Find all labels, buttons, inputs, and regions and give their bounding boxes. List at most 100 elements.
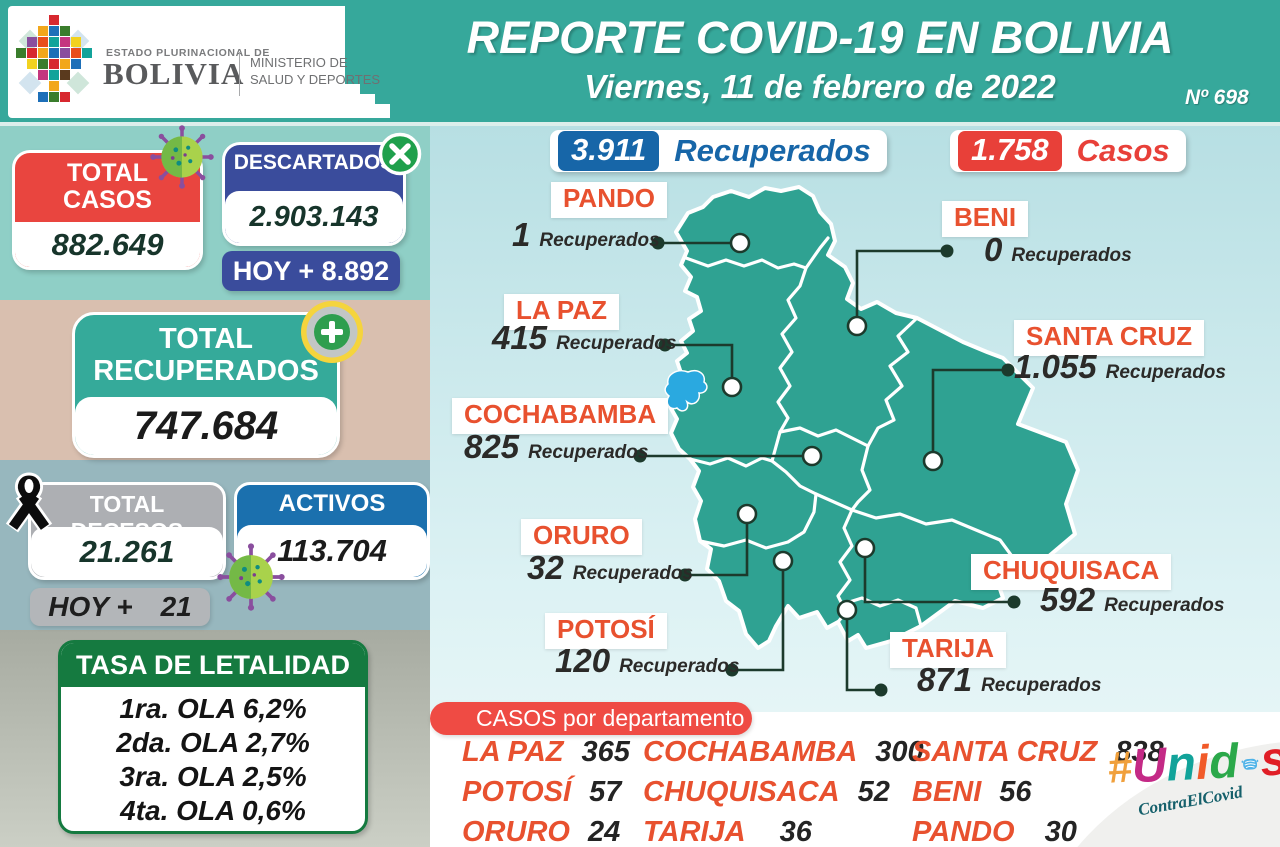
dept-recovered-la-paz: 415 Recuperados	[492, 319, 677, 356]
logo-plate-step	[360, 94, 375, 118]
virus-icon	[150, 125, 214, 189]
total-casos-label: TOTAL CASOS	[63, 159, 152, 214]
cases-row: ORURO 24	[462, 816, 621, 847]
cases-row: PANDO 30	[912, 816, 1077, 847]
total-casos-value: 882.649	[15, 222, 200, 267]
map-dot-cochabamba	[801, 445, 823, 467]
descartados-label: DESCARTADOS	[233, 151, 395, 174]
recovered-plus-icon	[301, 301, 363, 363]
cases-badge: 1.758 Casos	[950, 130, 1186, 172]
total-recuperados-label: TOTAL RECUPERADOS	[93, 323, 319, 387]
dept-recovered-pando: 1 Recuperados	[512, 216, 660, 253]
logo-divider	[239, 52, 240, 96]
lake-titicaca	[664, 370, 708, 412]
map-dot-oruro	[736, 503, 758, 525]
descartados-today-pill: HOY + 8.892	[222, 251, 400, 291]
dept-label-chuquisaca: CHUQUISACA	[971, 554, 1172, 590]
leader-lines	[640, 241, 1014, 692]
map-dot-chuquisaca	[854, 537, 876, 559]
cases-row: POTOSÍ 57	[462, 776, 622, 808]
recovered-badge: 3.911 Recuperados	[550, 130, 887, 172]
leader-la-paz	[665, 343, 734, 387]
logo-ministry-text: MINISTERIO DE SALUD Y DEPORTES	[250, 55, 381, 87]
cases-row: CHUQUISACA 52	[643, 776, 890, 808]
dept-label-beni: BENI	[942, 201, 1029, 237]
letalidad-row: 4ta. OLA 0,6%	[120, 795, 306, 826]
letalidad-card: TASA DE LETALIDAD 1ra. OLA 6,2% 2da. OLA…	[58, 640, 368, 834]
dept-label-oruro: ORURO	[521, 519, 642, 555]
unidos-wordmark: # U n i d s	[1106, 732, 1280, 794]
dept-label-santa-cruz: SANTA CRUZ	[1014, 320, 1205, 356]
dept-label-la-paz: LA PAZ	[504, 294, 619, 330]
header-divider	[0, 122, 1280, 126]
letalidad-row: 3ra. OLA 2,5%	[119, 761, 307, 792]
cases-row: TARIJA 36	[643, 816, 812, 847]
total-decesos-value: 21.261	[31, 527, 223, 577]
logo-plate-step	[375, 104, 390, 118]
leader-oruro	[685, 514, 749, 577]
letalidad-row: 1ra. OLA 6,2%	[119, 693, 307, 724]
cases-row: COCHABAMBA 300	[643, 736, 924, 768]
face-mask-icon	[1241, 758, 1259, 770]
total-decesos-card: TOTAL DECESOS 21.261	[28, 482, 226, 580]
dept-label-tarija: TARIJA	[890, 632, 1006, 668]
decesos-today-pill: HOY + 21	[30, 588, 210, 626]
virus-icon	[217, 543, 285, 611]
leader-santa-cruz	[931, 368, 1008, 461]
mourning-ribbon-icon	[5, 472, 53, 533]
map-dot-santa-cruz	[922, 450, 944, 472]
cases-row: LA PAZ 365	[462, 736, 630, 768]
leader-potosi	[732, 561, 785, 672]
cases-column-3: SANTA CRUZ 838 BENI 56 PANDO 30	[912, 736, 1164, 847]
map-dot-la-paz	[721, 376, 743, 398]
report-date: Viernes, 11 de febrero de 2022	[584, 68, 1056, 105]
dept-recovered-potosi: 120 Recuperados	[555, 642, 740, 679]
total-recuperados-value: 747.684	[75, 397, 337, 455]
dept-label-cochabamba: COCHABAMBA	[452, 398, 669, 434]
leader-beni	[855, 249, 947, 326]
cases-section-title: CASOS por departamento	[430, 702, 752, 735]
leader-chuquisaca	[863, 548, 1014, 604]
dept-label-pando: PANDO	[551, 182, 667, 218]
dept-recovered-beni: 0 Recuperados	[984, 231, 1132, 268]
cases-badge-value: 1.758	[958, 131, 1062, 171]
department-borders	[684, 236, 1016, 628]
letalidad-row: 2da. OLA 2,7%	[116, 727, 310, 758]
cases-column-1: LA PAZ 365 POTOSÍ 57 ORURO 24	[462, 736, 630, 847]
dept-recovered-chuquisaca: 592 Recuperados	[1040, 581, 1225, 618]
leader-tarija	[845, 610, 881, 692]
descartados-value: 2.903.143	[225, 191, 403, 243]
cases-row: SANTA CRUZ 838	[912, 736, 1164, 768]
dept-recovered-oruro: 32 Recuperados	[527, 549, 694, 586]
dept-label-potosi: POTOSÍ	[545, 613, 667, 649]
label-dots	[633, 236, 1021, 697]
dept-recovered-tarija: 871 Recuperados	[917, 661, 1102, 698]
dept-recovered-cochabamba: 825 Recuperados	[464, 428, 649, 465]
total-recuperados-card: TOTAL RECUPERADOS 747.684	[72, 312, 340, 458]
page-title: REPORTE COVID-19 EN BOLIVIA	[466, 12, 1174, 63]
map-dot-tarija	[836, 599, 858, 621]
map-dot-beni	[846, 315, 868, 337]
activos-label: ACTIVOS	[278, 490, 386, 517]
report-number: Nº 698	[1185, 86, 1249, 109]
map-dot-potosi	[772, 550, 794, 572]
cases-badge-label: Casos	[1076, 133, 1170, 168]
bolivia-coat-of-arms-icon	[16, 15, 92, 102]
discarded-x-icon	[378, 132, 422, 176]
unidos-contra-el-covid-logo: # U n i d s ContraElCovid	[1106, 732, 1280, 819]
logo-plate-step	[345, 84, 360, 118]
decesos-today-value: 21	[160, 591, 192, 622]
recovered-badge-value: 3.911	[558, 131, 660, 171]
cases-column-2: COCHABAMBA 300 CHUQUISACA 52 TARIJA 36	[643, 736, 924, 847]
letalidad-title: TASA DE LETALIDAD	[61, 643, 365, 687]
map-dot-pando	[729, 232, 751, 254]
cases-row: BENI 56	[912, 776, 1032, 808]
descartados-card: DESCARTADOS 2.903.143	[222, 142, 406, 246]
logo-country-text: BOLIVIA	[103, 56, 245, 91]
logo-estado-text: ESTADO PLURINACIONAL DE	[106, 47, 270, 59]
recovered-badge-label: Recuperados	[674, 133, 871, 168]
bolivia-map	[633, 185, 1080, 697]
dept-recovered-santa-cruz: 1.055 Recuperados	[1014, 348, 1226, 385]
decesos-today-label: HOY +	[48, 591, 133, 622]
